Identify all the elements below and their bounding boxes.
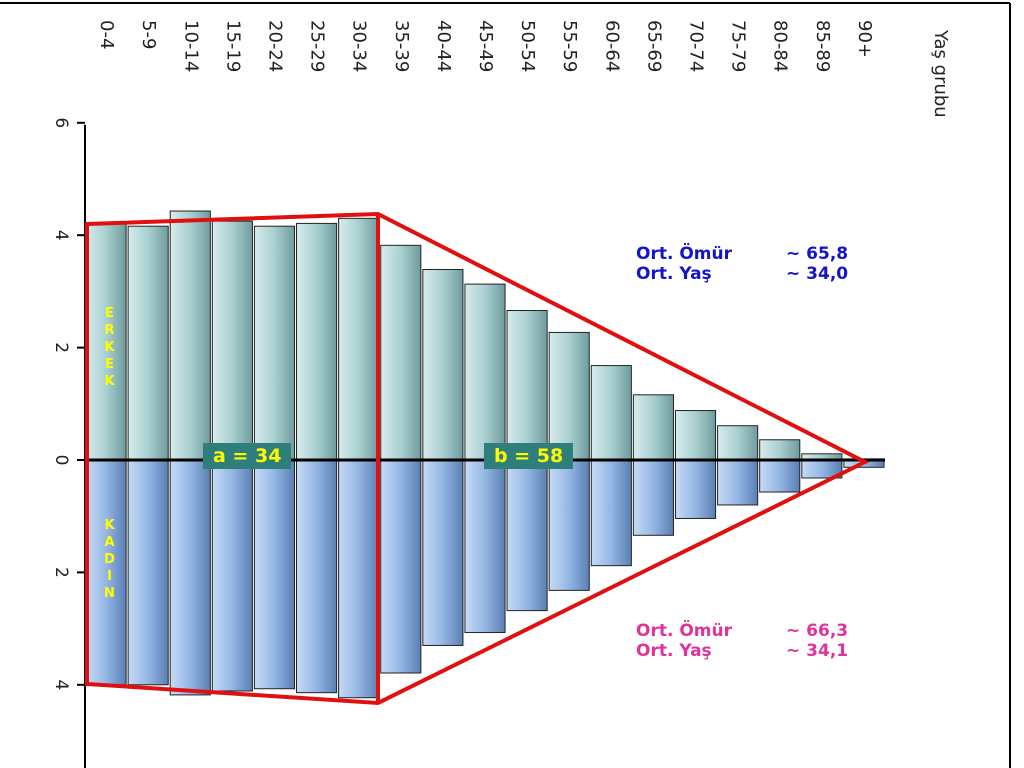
- stat-label: Ort. Ömür: [636, 621, 732, 641]
- bar: [632, 394, 674, 461]
- bar: [338, 459, 380, 699]
- x-tick-label: 15-19: [222, 20, 243, 72]
- stat-value: ~ 34,1: [786, 641, 849, 661]
- bar: [590, 459, 632, 567]
- x-tick-label: 85-89: [812, 20, 833, 72]
- x-tick-label: 90+: [854, 20, 875, 58]
- stat-row: Ort. Yaş ~ 34,0: [636, 264, 848, 284]
- x-tick-label: 70-74: [686, 20, 707, 72]
- annotation: a = 34: [203, 443, 292, 469]
- outline-shape: [85, 211, 870, 706]
- bar: [717, 459, 759, 506]
- bar: [759, 439, 801, 461]
- bar: [506, 459, 548, 612]
- x-tick-label: 80-84: [770, 20, 791, 72]
- bar: [127, 459, 169, 686]
- x-tick-label: 30-34: [349, 20, 370, 72]
- male-stats: Ort. Ömür ~ 65,8 Ort. Yaş ~ 34,0: [636, 244, 848, 284]
- bar: [506, 310, 548, 461]
- stat-value: ~ 34,0: [786, 264, 849, 284]
- x-tick-label: 60-64: [601, 20, 622, 72]
- stat-row: Ort. Ömür ~ 65,8: [636, 244, 848, 264]
- bar: [422, 268, 464, 461]
- x-tick-label: 0-4: [96, 20, 117, 49]
- bar: [211, 220, 253, 461]
- bar: [632, 459, 674, 536]
- bar: [422, 459, 464, 646]
- stat-label: Ort. Yaş: [636, 641, 712, 661]
- x-tick-label: 45-49: [475, 20, 496, 72]
- x-tick-label: 10-14: [180, 20, 201, 72]
- bar: [674, 459, 717, 519]
- bar: [253, 459, 296, 690]
- x-tick-label: 5-9: [138, 20, 159, 49]
- x-tick-label: 65-69: [643, 20, 664, 72]
- bar: [253, 225, 296, 461]
- legend-entry: KADIN: [102, 518, 117, 603]
- bar: [338, 217, 380, 461]
- bar: [380, 459, 422, 674]
- bar: [211, 459, 253, 692]
- legend-entry: ERKEK: [102, 306, 117, 391]
- bar: [127, 225, 169, 461]
- y-tick-label: 2: [51, 567, 71, 578]
- stat-row: Ort. Yaş ~ 34,1: [636, 641, 848, 661]
- stat-label: Ort. Yaş: [636, 264, 712, 284]
- annotation: b = 58: [484, 443, 574, 469]
- x-tick-label: 35-39: [391, 20, 412, 72]
- x-tick-label: 25-29: [307, 20, 328, 72]
- bar: [590, 365, 632, 461]
- stat-label: Ort. Ömür: [636, 244, 732, 264]
- x-tick-label: 55-59: [559, 20, 580, 72]
- bar: [85, 459, 127, 686]
- bar: [759, 459, 801, 493]
- stat-value: ~ 65,8: [786, 244, 849, 264]
- x-axis-label: Yaş grubu: [930, 29, 951, 118]
- bar: [296, 222, 338, 461]
- bar: [169, 210, 211, 461]
- bar: [717, 425, 759, 461]
- y-tick-label: 4: [51, 230, 71, 241]
- y-tick-label: 4: [51, 679, 71, 690]
- stat-value: ~ 66,3: [786, 621, 849, 641]
- x-tick-label: 50-54: [517, 20, 538, 72]
- x-tick-label: 40-44: [433, 20, 454, 72]
- y-tick-label: 2: [51, 342, 71, 353]
- y-tick-label: 6: [51, 117, 71, 128]
- stat-row: Ort. Ömür ~ 66,3: [636, 621, 848, 641]
- bar: [464, 459, 506, 634]
- bar: [548, 331, 590, 461]
- y-tick-label: 0: [51, 455, 71, 466]
- x-tick-label: 75-79: [728, 20, 749, 72]
- bar: [548, 459, 590, 591]
- female-stats: Ort. Ömür ~ 66,3 Ort. Yaş ~ 34,1: [636, 621, 848, 661]
- bar: [674, 410, 717, 461]
- x-tick-label: 20-24: [264, 20, 285, 72]
- bar: [380, 244, 422, 461]
- bar: [169, 459, 211, 696]
- bar: [296, 459, 338, 694]
- bar: [464, 283, 506, 461]
